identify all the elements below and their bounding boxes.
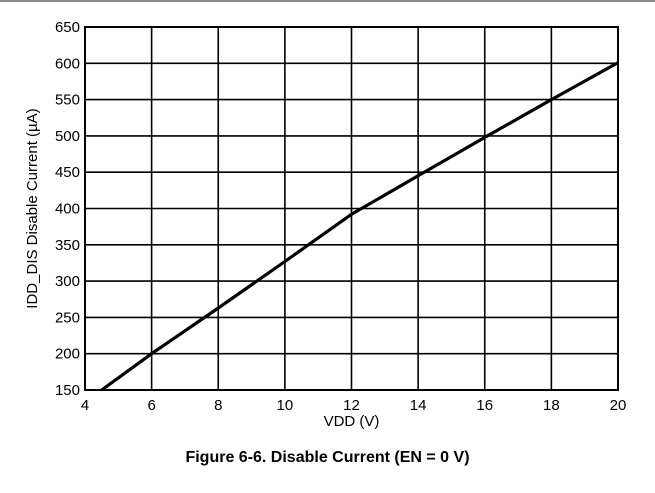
y-tick-label: 650 — [55, 19, 80, 36]
figure-caption: Figure 6-6. Disable Current (EN = 0 V) — [185, 449, 470, 466]
x-tick-label: 14 — [410, 397, 427, 414]
y-tick-label: 550 — [55, 92, 80, 109]
x-tick-label: 20 — [610, 397, 627, 414]
top-rule — [0, 0, 655, 2]
x-tick-label: 10 — [277, 397, 294, 414]
grid-lines — [84, 26, 619, 391]
x-axis-label: VDD (V) — [324, 413, 380, 430]
x-tick-label: 4 — [81, 397, 89, 414]
x-tick-label: 6 — [147, 397, 155, 414]
y-tick-label: 350 — [55, 237, 80, 254]
series-lines — [100, 61, 619, 392]
y-tick-label: 200 — [55, 346, 80, 363]
y-tick-label: 500 — [55, 128, 80, 145]
y-tick-labels: 150 200 250 300 350 400 450 500 550 600 650 — [55, 19, 80, 399]
y-axis-label: IDD_DIS Disable Current (µA) — [24, 108, 41, 308]
x-tick-label: 16 — [476, 397, 493, 414]
x-tick-label: 8 — [214, 397, 222, 414]
y-tick-label: 150 — [55, 382, 80, 399]
series-line-0 — [100, 61, 619, 392]
y-tick-label: 400 — [55, 201, 80, 218]
x-tick-label: 12 — [343, 397, 360, 414]
plot-frame — [84, 26, 619, 391]
y-tick-label: 250 — [55, 309, 80, 326]
y-tick-label: 450 — [55, 164, 80, 181]
x-tick-labels: 4 6 8 10 12 14 16 18 20 — [81, 397, 627, 414]
y-tick-label: 600 — [55, 55, 80, 72]
x-tick-label: 18 — [543, 397, 560, 414]
y-tick-label: 300 — [55, 273, 80, 290]
